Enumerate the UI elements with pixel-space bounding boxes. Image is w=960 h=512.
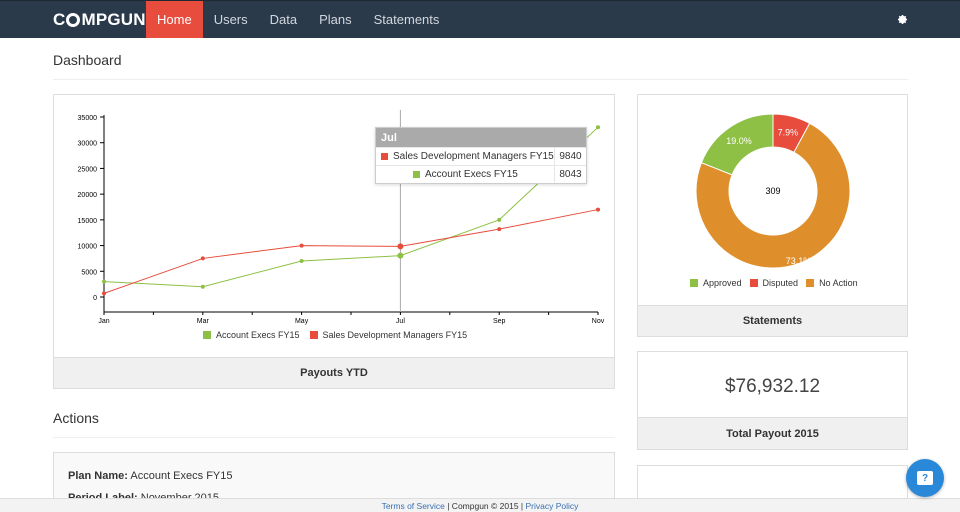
legend-label: Sales Development Managers FY15 — [322, 330, 468, 340]
x-tick-label: Nov — [592, 318, 605, 325]
donut-center-label: 309 — [765, 186, 780, 196]
tooltip-row: Sales Development Managers FY15 9840 — [376, 147, 586, 165]
plan-name-label: Plan Name: — [68, 470, 128, 482]
actions-title: Actions — [53, 410, 99, 426]
tooltip-row: Account Execs FY15 8043 — [376, 165, 586, 183]
legend-item[interactable]: Approved — [690, 278, 742, 288]
legend-item[interactable]: Account Execs FY15 — [203, 330, 300, 340]
donut-legend: Approved Disputed No Action — [690, 278, 858, 288]
statements-panel-footer: Statements — [638, 305, 907, 336]
legend-swatch — [749, 279, 758, 287]
donut-slice — [695, 122, 851, 269]
line-chart-legend: Account Execs FY15 Sales Development Man… — [203, 330, 467, 340]
legend-label: No Action — [819, 278, 858, 288]
slice-label: 7.9% — [778, 127, 799, 137]
y-tick-label: 35000 — [78, 115, 98, 122]
legend-swatch — [806, 279, 815, 287]
legend-swatch — [309, 331, 318, 339]
legend-label: Approved — [703, 278, 742, 288]
data-point — [102, 279, 106, 284]
y-tick-label: 30000 — [78, 141, 98, 148]
data-point — [397, 243, 404, 250]
y-tick-label: 25000 — [78, 166, 98, 173]
y-tick-label: 10000 — [78, 244, 98, 251]
data-point — [397, 252, 404, 259]
tooltip-title: Jul — [376, 128, 586, 147]
nav-menu: Home Users Data Plans Statements — [146, 1, 450, 38]
data-point — [596, 207, 600, 212]
total-payout-value: $76,932.12 — [724, 376, 821, 397]
data-point — [200, 256, 205, 261]
y-tick-label: 5000 — [81, 269, 97, 276]
tooltip-swatch — [381, 153, 388, 160]
data-point — [299, 243, 304, 248]
legend-item[interactable]: No Action — [806, 278, 858, 288]
statements-panel: 7.9% 73.1% 19.0% 309 Statements — [637, 94, 908, 337]
nav-plans[interactable]: Plans — [319, 12, 352, 27]
data-point — [102, 291, 106, 296]
nav-users[interactable]: Users — [213, 12, 248, 27]
data-point — [200, 284, 205, 289]
nav-home[interactable]: Home — [146, 1, 203, 38]
brand-logo[interactable]: C MPGUN — [53, 9, 146, 29]
legend-swatch — [690, 279, 698, 287]
legend-label: Disputed — [762, 278, 799, 288]
nav-statements[interactable]: Statements — [373, 12, 440, 27]
tooltip-row-name: Sales Development Managers FY15 — [393, 151, 554, 162]
data-point — [497, 217, 502, 222]
x-tick-label: Mar — [197, 318, 210, 325]
x-tick-label: Jul — [396, 318, 405, 325]
y-tick-label: 0 — [93, 295, 97, 302]
x-tick-label: Jan — [98, 318, 109, 325]
y-tick-label: 15000 — [78, 218, 98, 225]
divider — [53, 437, 615, 438]
payouts-footer-label: Payouts YTD — [300, 367, 368, 379]
tooltip-row-value: 8043 — [559, 169, 582, 180]
divider — [53, 79, 908, 80]
plan-name-value: Account Execs FY15 — [130, 470, 233, 482]
statements-footer-label: Statements — [742, 315, 803, 327]
legend-swatch — [203, 331, 211, 339]
page-footer: Terms of Service | Compgun © 2015 | Priv… — [0, 498, 960, 512]
payouts-panel-footer: Payouts YTD — [54, 357, 614, 388]
privacy-link[interactable]: Privacy Policy — [525, 501, 579, 511]
statements-donut-chart[interactable]: 7.9% 73.1% 19.0% 309 — [638, 95, 907, 305]
gear-icon[interactable] — [897, 1, 908, 38]
tooltip-row-value: 9840 — [559, 151, 582, 162]
plan-name-line: Plan Name: Account Execs FY15 — [68, 470, 232, 482]
x-tick-label: May — [295, 318, 309, 325]
chart-tooltip: Jul Sales Development Managers FY15 9840… — [375, 127, 587, 184]
donut-slice — [700, 113, 774, 176]
data-point — [596, 125, 600, 130]
data-point — [497, 227, 502, 232]
legend-item[interactable]: Sales Development Managers FY15 — [309, 330, 468, 340]
total-payout-footer: Total Payout 2015 — [638, 417, 907, 449]
footer-copyright: | Compgun © 2015 | — [444, 501, 526, 511]
terms-link[interactable]: Terms of Service — [381, 501, 445, 511]
series-line — [103, 209, 599, 294]
page-title: Dashboard — [53, 52, 122, 68]
nav-data[interactable]: Data — [269, 12, 298, 27]
help-chat-button[interactable]: ? — [906, 459, 944, 497]
series-line — [103, 126, 599, 288]
total-payout-panel: $76,932.12 Total Payout 2015 — [637, 351, 908, 450]
legend-item[interactable]: Disputed — [749, 278, 799, 288]
y-tick-label: 20000 — [78, 192, 98, 199]
x-tick-label: Sep — [493, 318, 506, 325]
slice-label: 73.1% — [786, 256, 812, 266]
top-navbar: C MPGUN Home Users Data Plans Statements — [0, 0, 960, 38]
data-point — [299, 259, 304, 263]
legend-label: Account Execs FY15 — [216, 330, 300, 340]
tooltip-swatch — [413, 171, 420, 178]
tooltip-row-name: Account Execs FY15 — [425, 169, 518, 180]
total-payout-label: Total Payout 2015 — [726, 427, 819, 440]
slice-label: 19.0% — [726, 136, 752, 146]
logo-ring-icon — [66, 12, 81, 27]
help-question-icon: ? — [917, 471, 933, 485]
